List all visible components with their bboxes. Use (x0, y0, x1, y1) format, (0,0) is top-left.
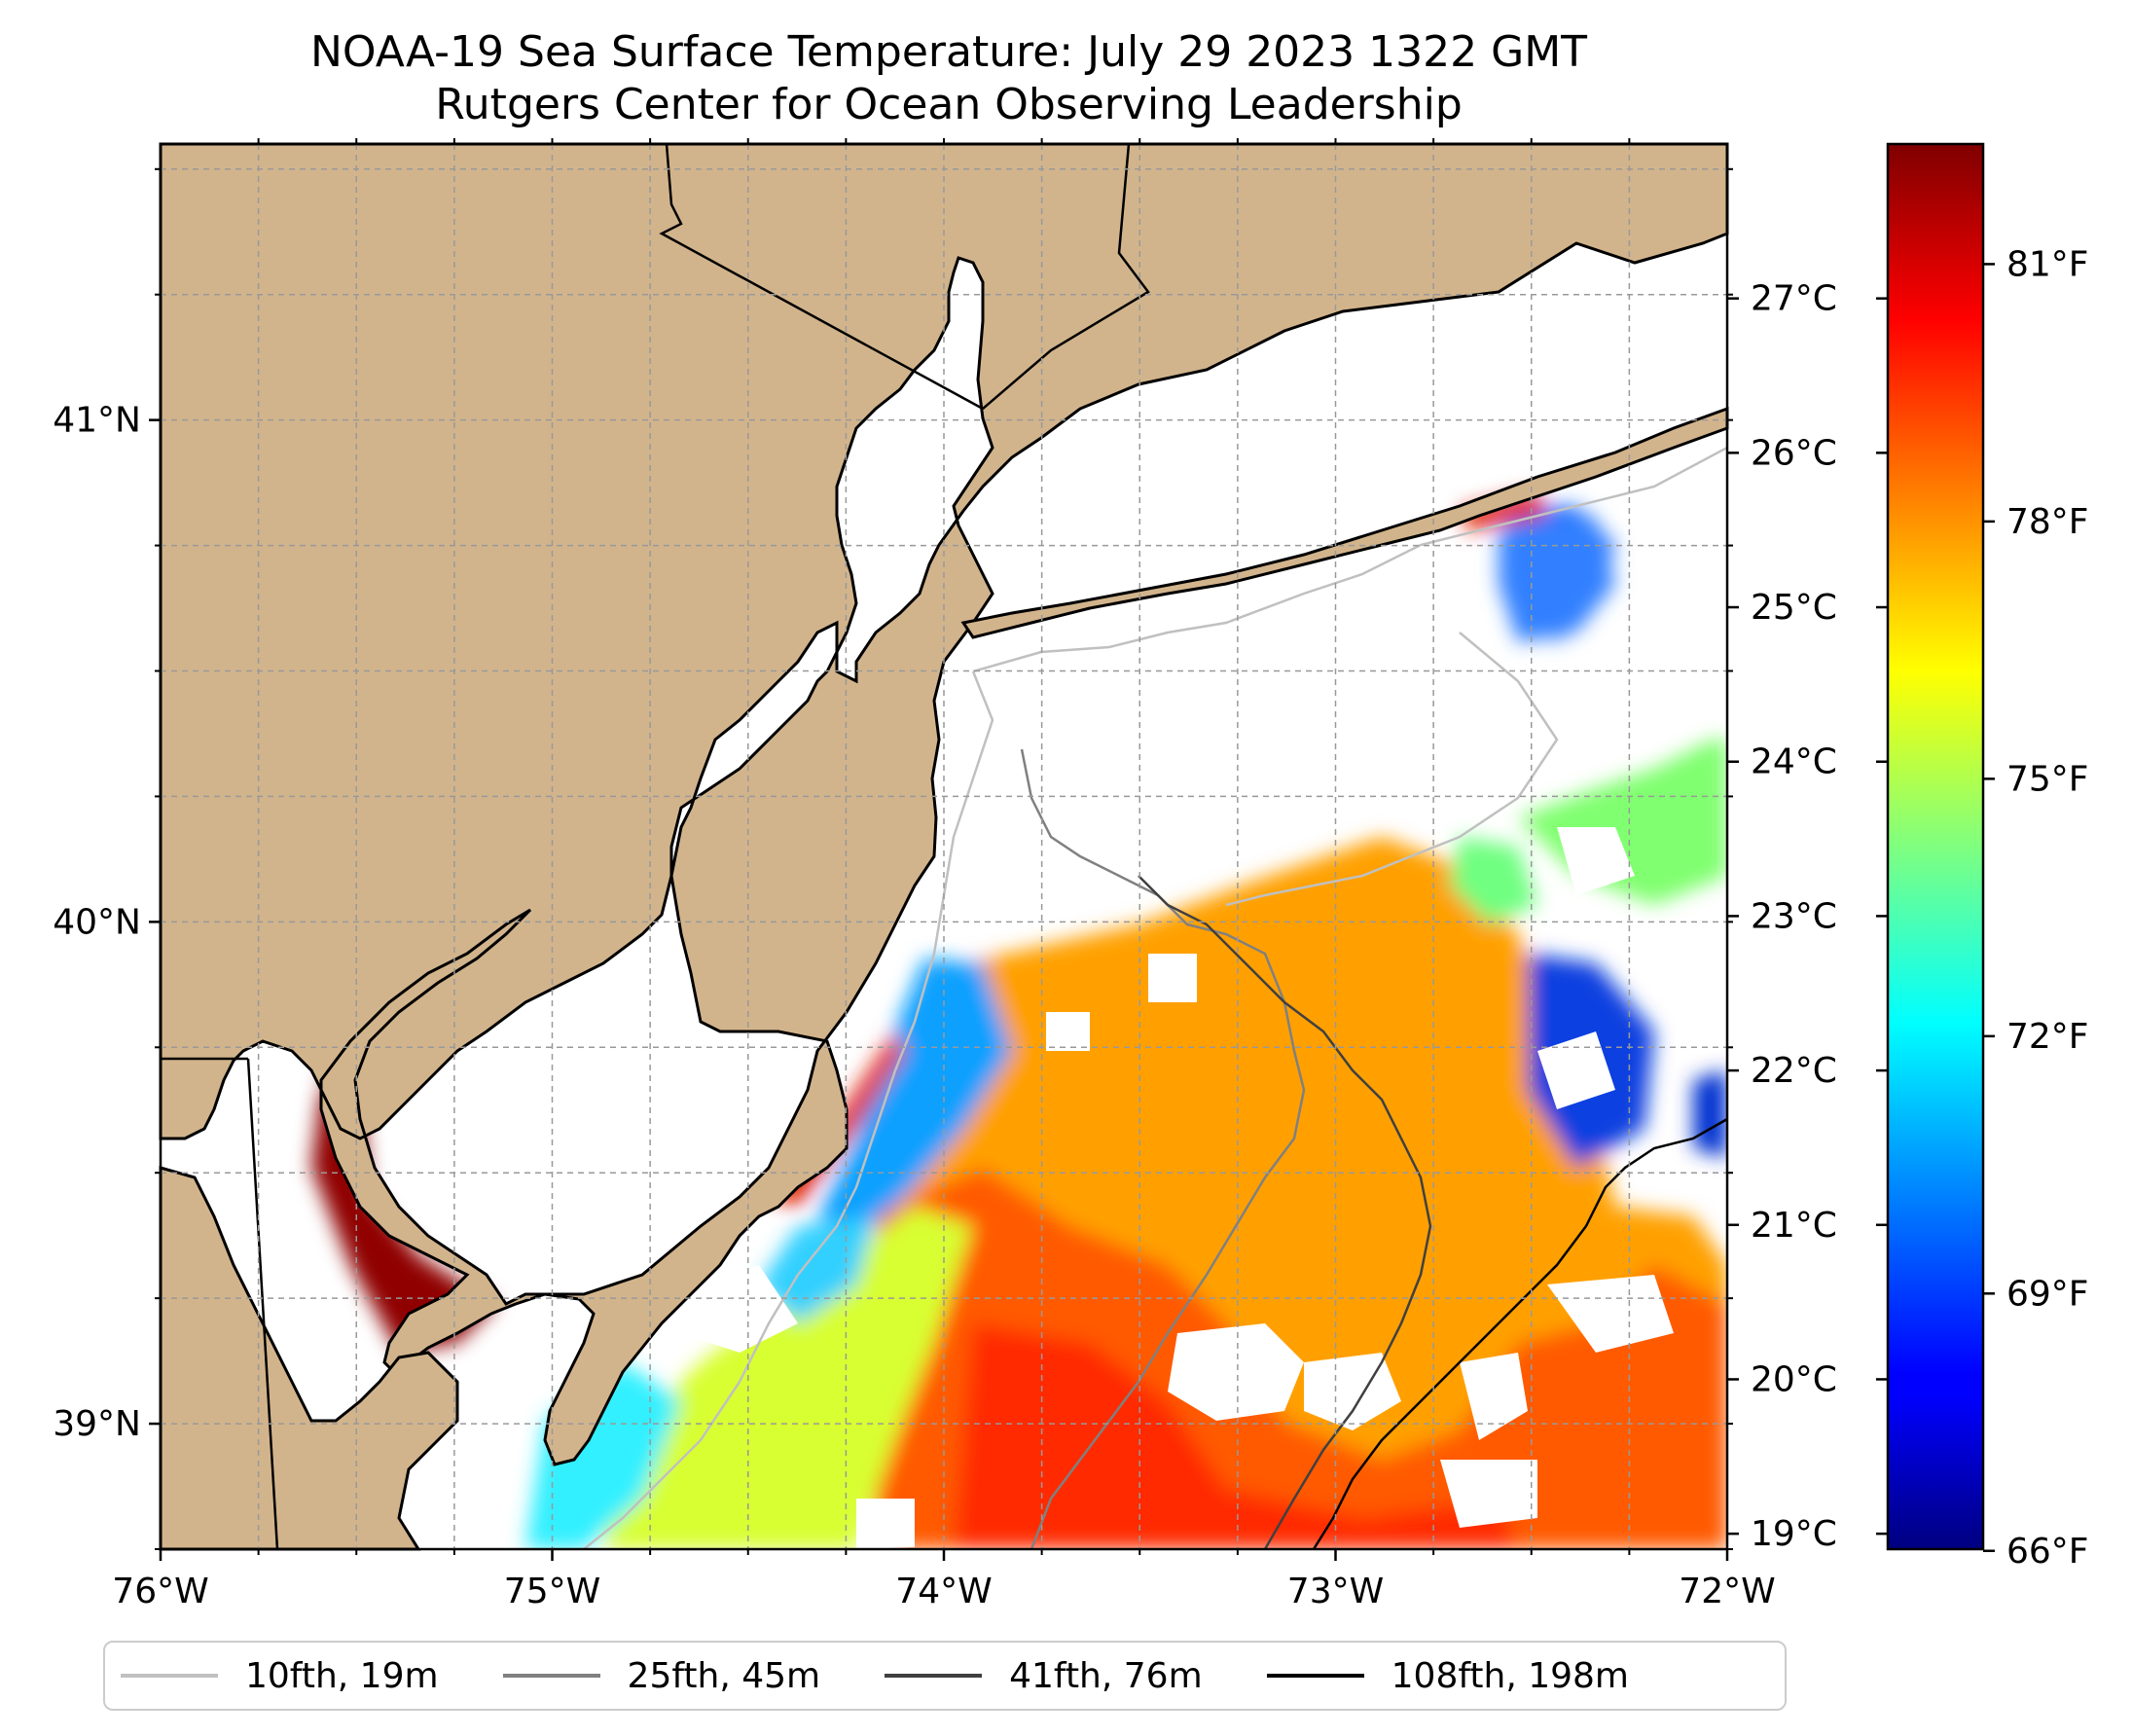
legend-entry: 108fth, 198m (1266, 1655, 1629, 1696)
y-tick-label: 40°N (53, 902, 141, 942)
x-tick-label: 72°W (1679, 1572, 1775, 1611)
legend-swatch (1266, 1674, 1364, 1678)
contour-108fth (1312, 1117, 1727, 1549)
sst-cool-band-2 (759, 1216, 876, 1323)
x-tick-label: 73°W (1287, 1572, 1384, 1611)
colorbar-celsius-label: 20°C (1751, 1359, 1837, 1399)
cloud-mask (681, 827, 1674, 1549)
y-tick-label: 41°N (53, 401, 141, 441)
land-mainland (159, 142, 1729, 1466)
sst-hottest-region (954, 1323, 1518, 1549)
colorbar-celsius-label: 24°C (1751, 742, 1837, 782)
legend-swatch (885, 1674, 983, 1678)
bathymetry-contours (583, 446, 1727, 1549)
contour-legend: 10fth, 19m 25fth, 45m 41fth, 76m 108fth, 19… (103, 1641, 1787, 1711)
colorbar: 19°C 20°C 21°C 22°C 23°C 24°C 25°C 26°C 27°C 66°F… (1727, 142, 2089, 1572)
legend-entry: 10fth, 19m (121, 1656, 439, 1696)
sst-field (311, 491, 1727, 1549)
x-tick-label: 76°W (112, 1572, 208, 1611)
contour-25fth (1020, 748, 1306, 1549)
colorbar-fahrenheit-label: 69°F (2006, 1274, 2089, 1314)
contour-10fth (583, 446, 1727, 1549)
colorbar-fahrenheit-label: 81°F (2006, 244, 2089, 284)
x-tick-label: 75°W (504, 1572, 600, 1611)
colorbar-celsius-label: 26°C (1751, 433, 1837, 473)
colorbar-gradient (1886, 142, 1985, 1551)
y-tick-label: 39°N (53, 1404, 141, 1444)
colorbar-fahrenheit-label: 72°F (2006, 1017, 2089, 1057)
x-tick-label: 74°W (895, 1572, 992, 1611)
colorbar-celsius-label: 19°C (1751, 1514, 1837, 1554)
colorbar-fahrenheit-label: 66°F (2006, 1532, 2089, 1572)
land-delmarva (159, 1166, 459, 1551)
colorbar-celsius-label: 22°C (1751, 1051, 1837, 1091)
colorbar-celsius-label: 23°C (1751, 896, 1837, 936)
sst-offshore-green-patch (1450, 837, 1537, 924)
legend-label: 41fth, 76m (1009, 1655, 1203, 1696)
legend-label: 10fth, 19m (245, 1655, 439, 1696)
land-long-island (960, 406, 1729, 639)
sst-transition-region (603, 1207, 973, 1549)
legend-label: 108fth, 198m (1391, 1655, 1629, 1696)
sst-li-blue-area (1499, 516, 1615, 642)
legend-entry: 25fth, 45m (502, 1655, 821, 1696)
colorbar-celsius-label: 21°C (1751, 1206, 1837, 1246)
map-subtitle: Rutgers Center for Ocean Observing Leade… (435, 80, 1463, 129)
sst-east-blue-patch (1693, 1070, 1727, 1158)
colorbar-fahrenheit-label: 75°F (2006, 759, 2089, 799)
state-boundaries (161, 143, 1150, 1550)
map-title: NOAA-19 Sea Surface Temperature: July 29… (309, 27, 1588, 77)
legend-label: 25fth, 45m (627, 1655, 821, 1696)
land (159, 142, 1729, 1551)
sst-cool-band (817, 958, 1012, 1236)
axis-ticks: 76°W 75°W 74°W 73°W 72°W 39°N 40°N 41°N (53, 138, 1776, 1611)
colorbar-fahrenheit-label: 78°F (2006, 502, 2089, 542)
legend-swatch (121, 1674, 218, 1678)
colorbar-ticks: 19°C 20°C 21°C 22°C 23°C 24°C 25°C 26°C 27°C 66°F… (1727, 244, 2089, 1572)
colorbar-celsius-label: 27°C (1751, 279, 1837, 319)
legend-entry: 41fth, 76m (885, 1656, 1203, 1696)
contour-41fth (1138, 875, 1432, 1549)
colorbar-celsius-label: 25°C (1751, 588, 1837, 628)
legend-swatch (502, 1674, 600, 1678)
